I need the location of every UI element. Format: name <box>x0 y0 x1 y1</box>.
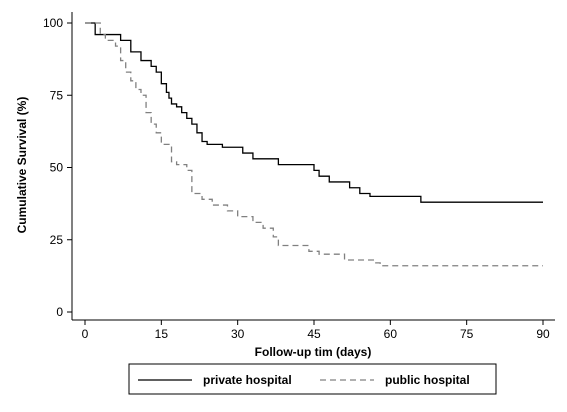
x-tick-label: 30 <box>231 327 245 341</box>
legend-label-public-hospital: public hospital <box>385 373 470 387</box>
y-tick-label: 25 <box>50 233 64 247</box>
legend: private hospital public hospital <box>128 363 497 395</box>
series-line-public-hospital <box>85 22 543 267</box>
legend-box <box>128 363 497 395</box>
y-tick-label: 0 <box>56 305 63 319</box>
x-tick-label: 0 <box>82 327 89 341</box>
x-tick-label: 45 <box>307 327 321 341</box>
plot-area: 0 15 30 45 60 75 90 0 25 50 75 100 <box>43 12 555 341</box>
x-tick-label: 90 <box>536 327 550 341</box>
y-axis-title: Cumulative Survival (%) <box>15 97 29 234</box>
y-tick-label: 100 <box>43 16 63 30</box>
series-line-private-hospital <box>85 22 543 203</box>
legend-label-private-hospital: private hospital <box>203 373 292 387</box>
x-tick-label: 75 <box>460 327 474 341</box>
x-tick-label: 15 <box>155 327 169 341</box>
x-axis-title: Follow-up tim (days) <box>255 345 372 359</box>
y-tick-label: 50 <box>50 161 64 175</box>
x-tick-label: 60 <box>384 327 398 341</box>
y-tick-label: 75 <box>50 88 64 102</box>
